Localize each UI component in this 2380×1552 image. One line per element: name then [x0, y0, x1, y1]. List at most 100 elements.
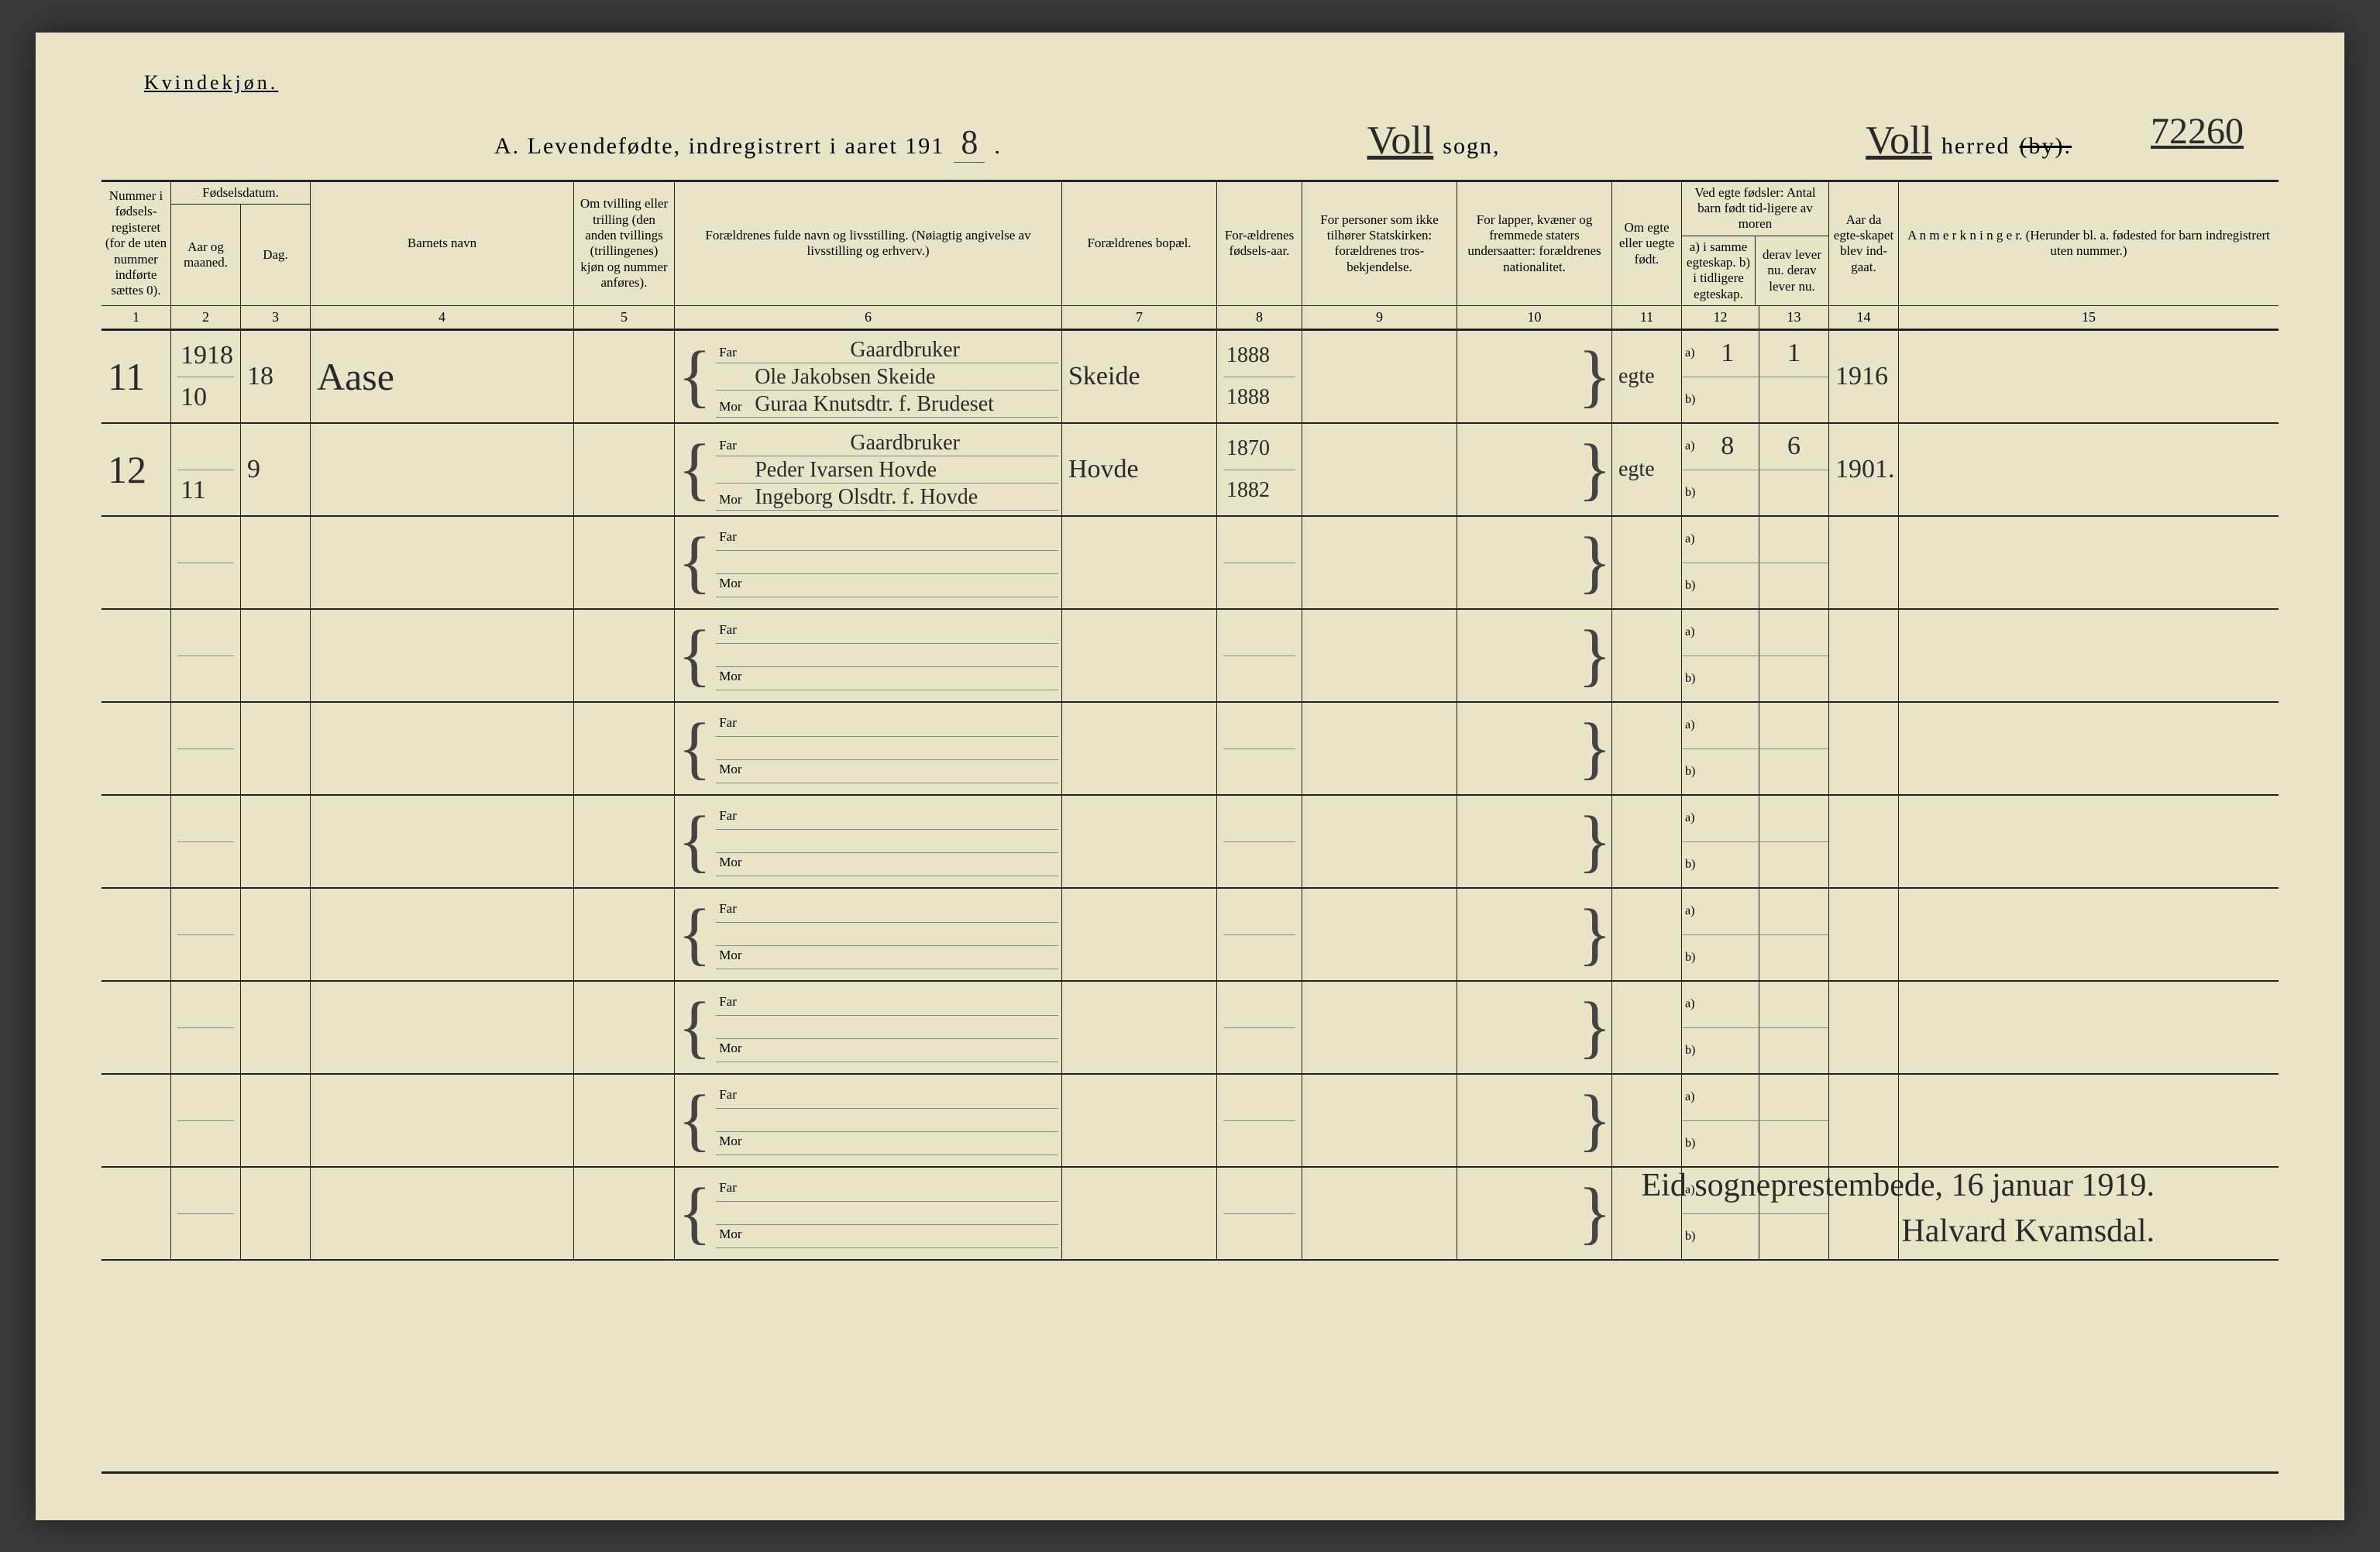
hdr-col-10: For lapper, kvæner og fremmede staters u…: [1457, 182, 1612, 306]
cell-num: [101, 1075, 171, 1166]
colnum: 11: [1612, 306, 1682, 329]
register-table: Nummer i fødsels-registeret (for de uten…: [101, 180, 2279, 1474]
cell-name: [311, 703, 574, 794]
hdr-col-7: Forældrenes bopæl.: [1062, 182, 1217, 306]
cell-egte: [1612, 1075, 1682, 1166]
cell-name: [311, 1075, 574, 1166]
cell-bopael: Hovde: [1062, 424, 1217, 515]
cell-anm: [1899, 517, 2279, 608]
cell-parents: { Far Mor: [675, 610, 1062, 701]
cell-year-month: 1918 10: [171, 331, 241, 422]
cell-fodselsaar: [1217, 796, 1302, 887]
brace-left-icon: {: [678, 703, 716, 794]
far-occ: Gaardbruker: [755, 431, 1055, 456]
far-name: Ole Jakobsen Skeide: [755, 365, 935, 390]
cell-anm: [1899, 331, 2279, 422]
mor-label: Mor: [719, 576, 747, 591]
cell-12: a) b): [1682, 517, 1759, 608]
brace-right-icon: }: [1578, 707, 1611, 790]
far-label: Far: [719, 994, 747, 1010]
cell-egte: egte: [1612, 424, 1682, 515]
cell-num: [101, 889, 171, 980]
cell-nat: }: [1457, 796, 1612, 887]
brace-left-icon: {: [678, 1168, 716, 1259]
cell-parents: { FarGaardbruker Ole Jakobsen Skeide Mor…: [675, 331, 1062, 422]
cell-parents: { Far Mor: [675, 889, 1062, 980]
cell-14: 1901.: [1829, 424, 1899, 515]
table-row: { Far Mor } a): [101, 889, 2279, 982]
cell-13: [1759, 889, 1829, 980]
cell-day: 9: [241, 424, 311, 515]
cell-parents: { Far Mor: [675, 796, 1062, 887]
herred-struck: (by).: [2020, 133, 2072, 160]
colnum: 12: [1682, 306, 1759, 329]
mor-label: Mor: [719, 1227, 747, 1242]
sogn-label: sogn,: [1443, 133, 1500, 160]
cell-name: [311, 982, 574, 1073]
far-name: Peder Ivarsen Hovde: [755, 458, 937, 483]
cell-tros: [1302, 1168, 1457, 1259]
cell-name: Aase: [311, 331, 574, 422]
table-row: { Far Mor } a): [101, 610, 2279, 703]
cell-twin: [574, 610, 675, 701]
hdr-col-3: Dag.: [241, 205, 310, 305]
cell-13: [1759, 1075, 1829, 1166]
cell-day: [241, 517, 311, 608]
cell-parents: { Far Mor: [675, 1075, 1062, 1166]
register-page: Kvindekjøn. A. Levendefødte, indregistre…: [36, 33, 2344, 1520]
cell-year-month: [171, 703, 241, 794]
cell-year-month: [171, 889, 241, 980]
cell-egte: [1612, 889, 1682, 980]
mor-label: Mor: [719, 762, 747, 777]
cell-13: 1: [1759, 331, 1829, 422]
cell-tros: [1302, 424, 1457, 515]
cell-bopael: Skeide: [1062, 331, 1217, 422]
cell-14: [1829, 1168, 1899, 1259]
cell-nat: }: [1457, 331, 1612, 422]
cell-14: [1829, 796, 1899, 887]
cell-parents: { Far Mor: [675, 982, 1062, 1073]
table-row: { Far Mor } a): [101, 796, 2279, 889]
mor-label: Mor: [719, 492, 747, 508]
cell-day: 18: [241, 331, 311, 422]
hdr-col-14: Aar da egte-skapet blev ind-gaat.: [1829, 182, 1899, 306]
cell-nat: }: [1457, 703, 1612, 794]
cell-day: [241, 889, 311, 980]
mor-label: Mor: [719, 1041, 747, 1056]
cell-egte: [1612, 796, 1682, 887]
cell-13: [1759, 703, 1829, 794]
cell-12: a)1 b): [1682, 331, 1759, 422]
cell-12: a) b): [1682, 889, 1759, 980]
cell-twin: [574, 1075, 675, 1166]
colnum: 8: [1217, 306, 1302, 329]
cell-year-month: [171, 1168, 241, 1259]
cell-14: [1829, 889, 1899, 980]
cell-nat: }: [1457, 1075, 1612, 1166]
cell-anm: [1899, 982, 2279, 1073]
far-label: Far: [719, 622, 747, 638]
cell-parents: { Far Mor: [675, 1168, 1062, 1259]
hdr-col-13: derav lever nu. derav lever nu.: [1756, 236, 1828, 306]
colnum: 4: [311, 306, 574, 329]
brace-left-icon: {: [678, 1075, 716, 1166]
cell-fodselsaar: [1217, 889, 1302, 980]
mor-name: Guraa Knutsdtr. f. Brudeset: [755, 392, 994, 417]
brace-right-icon: }: [1578, 893, 1611, 976]
cell-day: [241, 1075, 311, 1166]
cell-year-month: [171, 610, 241, 701]
brace-left-icon: {: [678, 982, 716, 1073]
far-label: Far: [719, 901, 747, 917]
cell-twin: [574, 1168, 675, 1259]
far-label: Far: [719, 1180, 747, 1196]
cell-12: a) b): [1682, 703, 1759, 794]
cell-14: 1916: [1829, 331, 1899, 422]
column-number-row: 1 2 3 4 5 6 7 8 9 10 11 12 13 14 15: [101, 306, 2279, 331]
brace-right-icon: }: [1578, 428, 1611, 511]
cell-egte: egte: [1612, 331, 1682, 422]
brace-left-icon: {: [678, 889, 716, 980]
cell-twin: [574, 889, 675, 980]
far-occ: Gaardbruker: [755, 338, 1055, 363]
herred-value: Voll: [1866, 118, 1932, 163]
hdr-col-2: Aar og maaned.: [171, 205, 241, 305]
cell-egte: [1612, 982, 1682, 1073]
